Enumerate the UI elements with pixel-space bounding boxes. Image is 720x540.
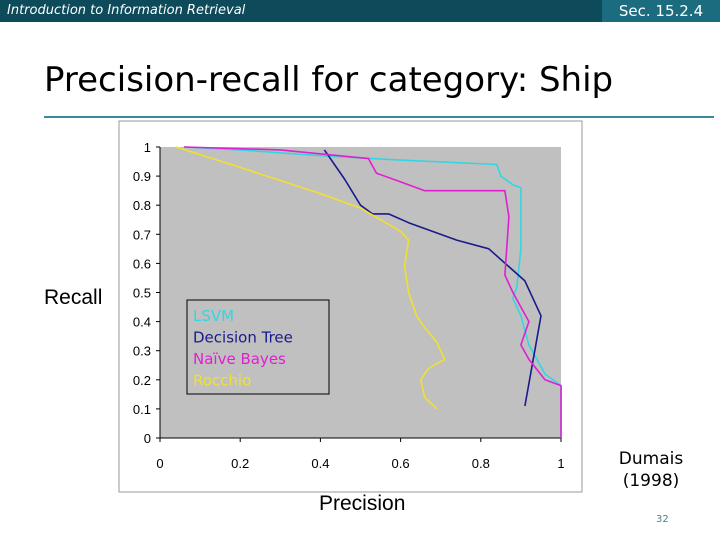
x-tick-label: 0.4	[311, 456, 329, 471]
y-tick-label: 0.5	[133, 286, 151, 301]
y-tick-label: 0	[144, 431, 151, 446]
y-tick-label: 0.7	[133, 227, 151, 242]
y-tick-label: 0.9	[133, 169, 151, 184]
legend-entry-na-ve-bayes: Naïve Bayes	[193, 350, 286, 368]
y-tick-label: 0.2	[133, 373, 151, 388]
x-tick-label: 0.8	[472, 456, 490, 471]
legend-box	[186, 299, 330, 395]
y-tick-label: 0.6	[133, 256, 151, 271]
legend-entry-lsvm: LSVM	[193, 307, 234, 325]
y-tick-label: 0.4	[133, 315, 151, 330]
series-line-na-ve-bayes	[184, 146, 562, 438]
y-axis-label: Recall	[44, 286, 103, 309]
page-number: 32	[656, 514, 669, 525]
section-badge: Sec. 15.2.4	[602, 0, 720, 22]
y-tick-label: 0.3	[133, 344, 151, 359]
x-axis-label: Precision	[319, 492, 406, 515]
citation-author: Dumais	[618, 449, 684, 469]
header-bar: Introduction to Information Retrieval Se…	[0, 0, 720, 22]
series-line-rocchio	[175, 146, 446, 410]
legend-entry-rocchio: Rocchio	[193, 372, 251, 390]
x-tick-label: 1	[557, 456, 564, 471]
citation-year: (1998)	[622, 471, 680, 491]
series-line-decision-tree	[323, 149, 542, 407]
y-tick-label: 1	[144, 140, 151, 155]
y-tick-label: 0.8	[133, 198, 151, 213]
title-divider	[44, 116, 714, 118]
y-tick-label: 0.1	[133, 402, 151, 417]
x-tick-label: 0	[156, 456, 163, 471]
legend-entry-decision-tree: Decision Tree	[193, 329, 293, 347]
x-tick-label: 0.2	[231, 456, 249, 471]
slide-title: Precision-recall for category: Ship	[44, 60, 614, 100]
course-title: Introduction to Information Retrieval	[7, 3, 246, 18]
citation: Dumais (1998)	[603, 448, 699, 492]
x-tick-label: 0.6	[392, 456, 410, 471]
